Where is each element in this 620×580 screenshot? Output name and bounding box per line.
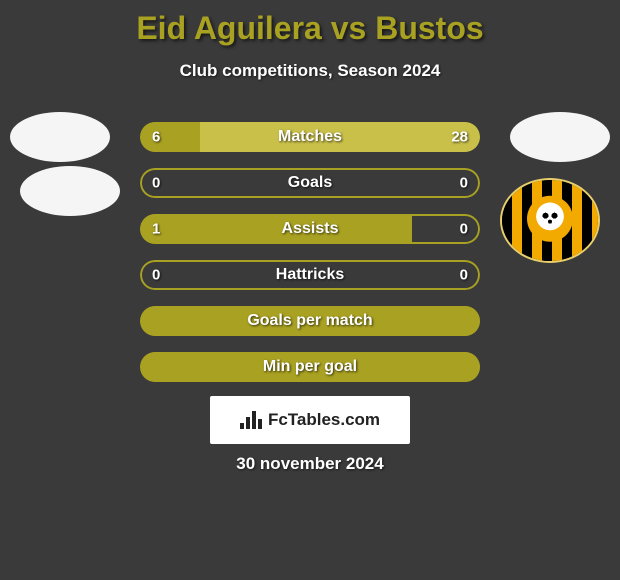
badge-tiger-icon xyxy=(527,195,573,241)
stat-row-assists: 1 0 Assists xyxy=(140,214,480,244)
player2-avatar xyxy=(510,112,610,162)
stat-value-left: 0 xyxy=(152,175,160,192)
stat-value-right: 0 xyxy=(460,175,468,192)
page-title: Eid Aguilera vs Bustos xyxy=(0,0,620,47)
player2-name: Bustos xyxy=(375,10,483,46)
stat-value-right: 28 xyxy=(451,129,468,146)
stat-row-matches: 6 28 Matches xyxy=(140,122,480,152)
footer-date: 30 november 2024 xyxy=(236,454,383,474)
stat-label: Assists xyxy=(282,220,339,238)
player1-club-avatar xyxy=(20,166,120,216)
stat-value-left: 1 xyxy=(152,221,160,238)
stat-row-hattricks: 0 0 Hattricks xyxy=(140,260,480,290)
fctables-watermark: FcTables.com xyxy=(210,396,410,444)
stat-row-min-per-goal: Min per goal xyxy=(140,352,480,382)
the-strongest-badge xyxy=(500,178,600,263)
stats-bars: 6 28 Matches 0 0 Goals 1 0 Assists 0 0 Hattricks Goa… xyxy=(140,122,480,398)
fctables-logo-icon xyxy=(240,411,262,429)
stat-value-left: 6 xyxy=(152,129,160,146)
subtitle: Club competitions, Season 2024 xyxy=(0,61,620,81)
stat-value-left: 0 xyxy=(152,267,160,284)
stat-row-goals: 0 0 Goals xyxy=(140,168,480,198)
stat-label: Min per goal xyxy=(263,358,357,376)
bar-fill-left xyxy=(140,214,412,244)
stat-value-right: 0 xyxy=(460,267,468,284)
stat-label: Goals per match xyxy=(247,312,372,330)
bar-fill-left xyxy=(140,122,200,152)
vs-text: vs xyxy=(331,10,367,46)
player1-avatar xyxy=(10,112,110,162)
fctables-text: FcTables.com xyxy=(268,410,380,430)
stat-value-right: 0 xyxy=(460,221,468,238)
stat-label: Hattricks xyxy=(276,266,344,284)
stat-label: Goals xyxy=(288,174,332,192)
stat-row-goals-per-match: Goals per match xyxy=(140,306,480,336)
player1-name: Eid Aguilera xyxy=(136,10,322,46)
stat-label: Matches xyxy=(278,128,342,146)
